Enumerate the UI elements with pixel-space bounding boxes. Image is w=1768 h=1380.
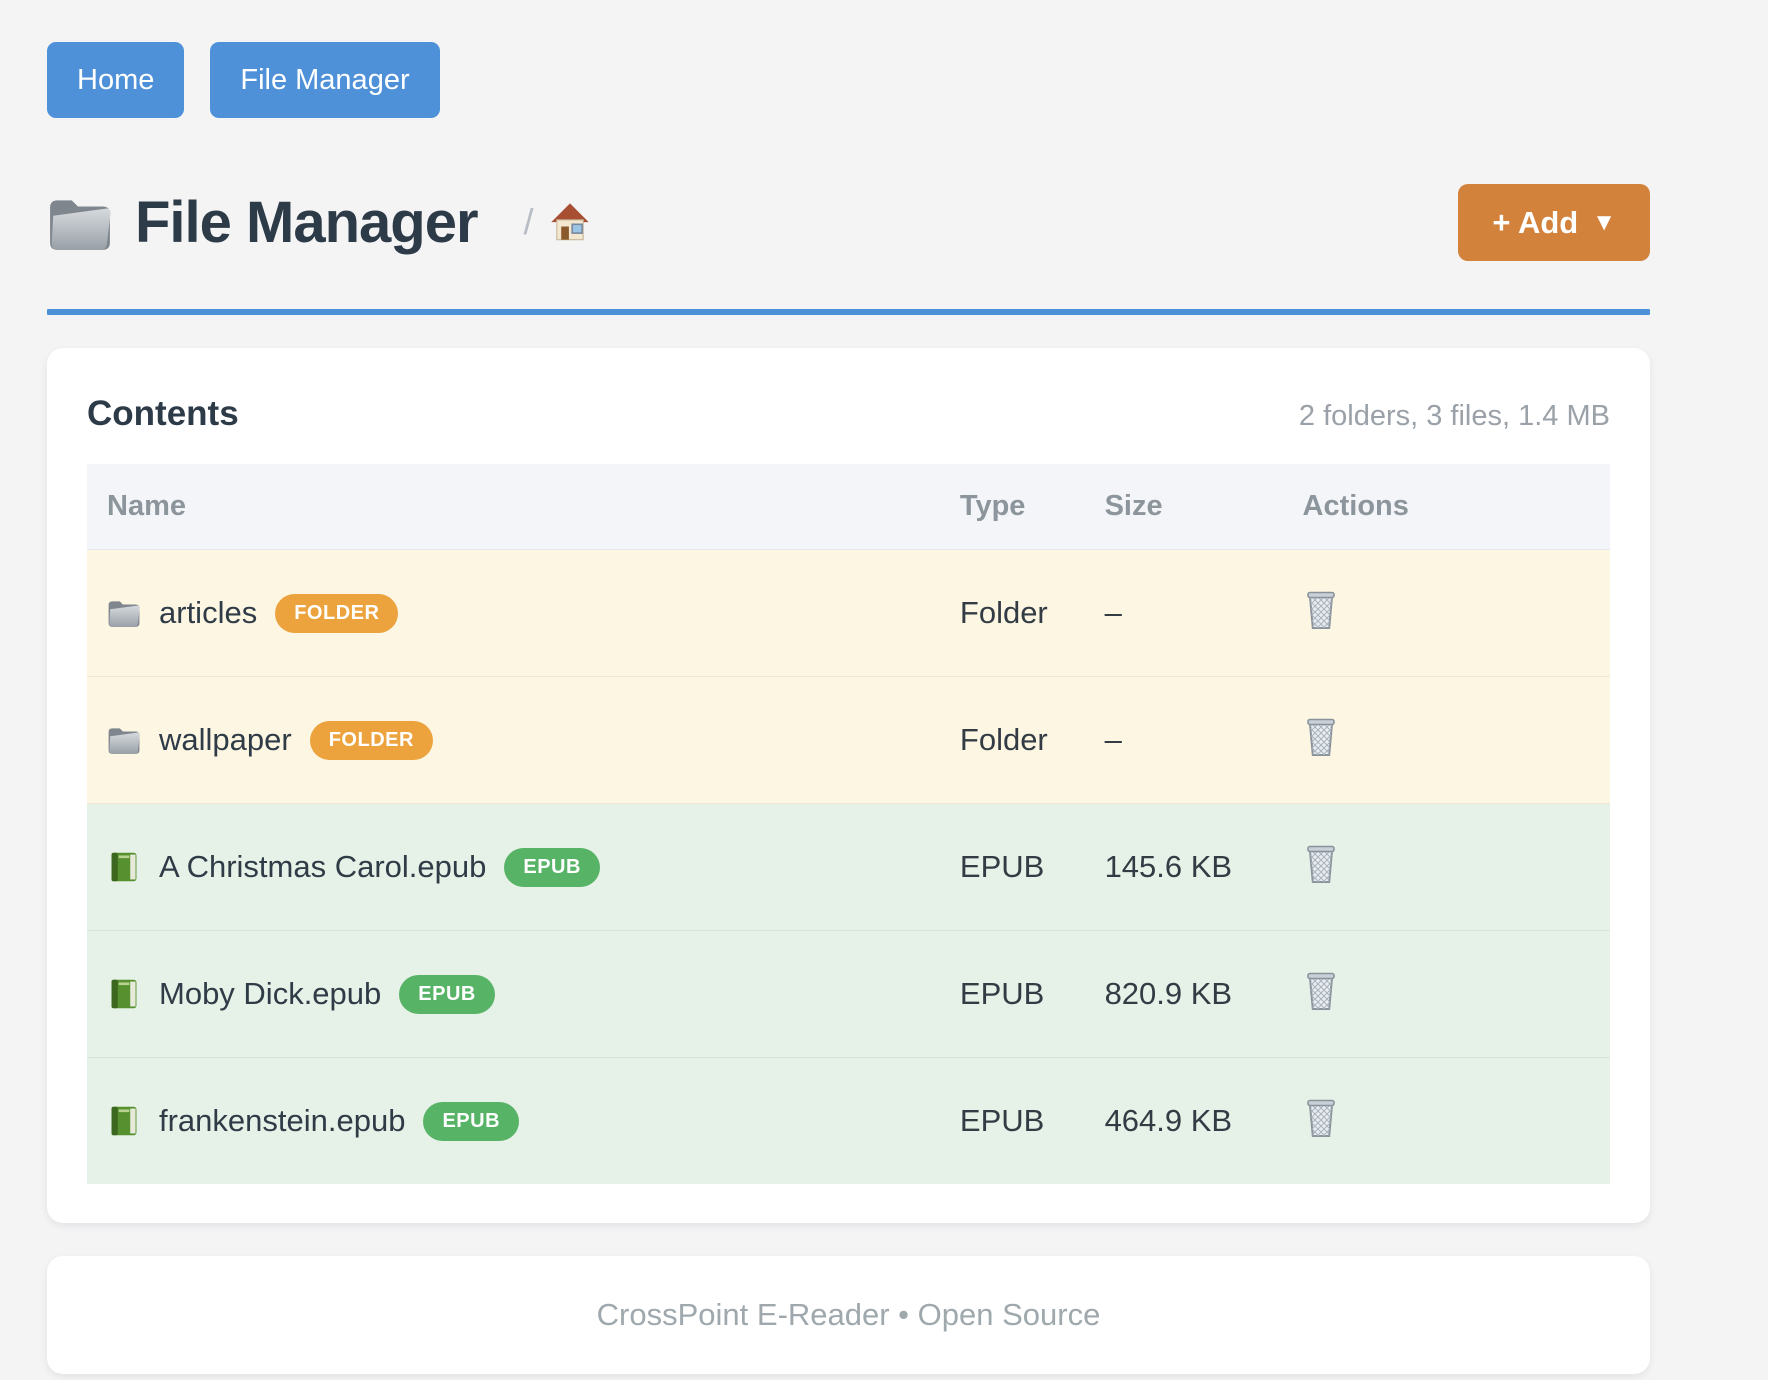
column-header-type: Type — [939, 464, 1085, 550]
type-badge: EPUB — [399, 974, 495, 1014]
column-header-actions: Actions — [1282, 464, 1610, 550]
delete-button[interactable] — [1303, 1096, 1339, 1138]
folder-icon — [47, 194, 113, 252]
delete-button[interactable] — [1303, 588, 1339, 630]
file-size: – — [1104, 595, 1122, 630]
type-badge: FOLDER — [275, 593, 399, 633]
file-name[interactable]: frankenstein.epub — [159, 1103, 406, 1138]
page-header: File Manager / + Add ▼ — [47, 184, 1650, 261]
footer-card: CrossPoint E-Reader • Open Source — [47, 1256, 1650, 1374]
page: Home File Manager File Manager / + Add ▼… — [47, 0, 1650, 1374]
footer-text: CrossPoint E-Reader • Open Source — [596, 1297, 1101, 1332]
trash-icon — [1303, 842, 1339, 884]
file-manager-button[interactable]: File Manager — [210, 42, 440, 118]
delete-button[interactable] — [1303, 842, 1339, 884]
table-row[interactable]: frankenstein.epub EPUB EPUB 464.9 KB — [87, 1057, 1610, 1184]
book-icon — [107, 851, 141, 883]
table-header-row: Name Type Size Actions — [87, 464, 1610, 550]
book-icon — [107, 1105, 141, 1137]
contents-heading: Contents — [87, 394, 239, 433]
file-name[interactable]: articles — [159, 595, 258, 630]
breadcrumb-separator: / — [523, 200, 534, 242]
files-table: Name Type Size Actions articles FOLDER F… — [87, 464, 1610, 1184]
file-size: 820.9 KB — [1084, 930, 1283, 1058]
folder-icon — [107, 597, 141, 629]
home-button[interactable]: Home — [47, 42, 185, 118]
trash-icon — [1303, 1096, 1339, 1138]
book-icon — [107, 978, 141, 1010]
file-type: Folder — [959, 595, 1048, 630]
file-type: Folder — [939, 676, 1085, 804]
file-size: 145.6 KB — [1084, 803, 1283, 931]
delete-button[interactable] — [1303, 969, 1339, 1011]
file-name[interactable]: wallpaper — [159, 722, 292, 757]
file-name[interactable]: A Christmas Carol.epub — [159, 849, 487, 884]
table-row[interactable]: Moby Dick.epub EPUB EPUB 820.9 KB — [87, 930, 1610, 1058]
house-icon — [548, 199, 592, 243]
table-row[interactable]: wallpaper FOLDER Folder – — [87, 676, 1610, 804]
file-name[interactable]: Moby Dick.epub — [159, 976, 382, 1011]
page-title: File Manager — [135, 190, 479, 255]
column-header-size: Size — [1084, 464, 1283, 550]
table-row[interactable]: articles FOLDER Folder – — [87, 549, 1610, 677]
add-button[interactable]: + Add ▼ — [1458, 184, 1650, 261]
trash-icon — [1303, 588, 1339, 630]
chevron-down-icon: ▼ — [1592, 208, 1616, 236]
contents-summary: 2 folders, 3 files, 1.4 MB — [1298, 400, 1610, 432]
breadcrumb-home-link[interactable] — [548, 199, 592, 243]
table-row[interactable]: A Christmas Carol.epub EPUB EPUB 145.6 K… — [87, 803, 1610, 931]
breadcrumb: / — [524, 199, 592, 247]
file-size: 464.9 KB — [1084, 1057, 1283, 1184]
folder-icon — [107, 724, 141, 756]
trash-icon — [1303, 969, 1339, 1011]
trash-icon — [1303, 715, 1339, 757]
add-button-label: + Add — [1492, 204, 1579, 240]
delete-button[interactable] — [1303, 715, 1339, 757]
top-nav: Home File Manager — [47, 0, 1650, 118]
contents-card-header: Contents 2 folders, 3 files, 1.4 MB — [87, 394, 1610, 434]
file-type: EPUB — [939, 803, 1085, 931]
header-divider — [47, 309, 1650, 315]
contents-card: Contents 2 folders, 3 files, 1.4 MB Name… — [47, 348, 1650, 1223]
file-size: – — [1084, 676, 1283, 804]
type-badge: EPUB — [504, 847, 600, 887]
column-header-name: Name — [87, 464, 940, 550]
type-badge: FOLDER — [309, 720, 433, 760]
type-badge: EPUB — [423, 1101, 520, 1141]
file-type: EPUB — [939, 930, 1085, 1058]
title-wrap: File Manager / — [47, 189, 1458, 256]
file-type: EPUB — [939, 1057, 1085, 1184]
